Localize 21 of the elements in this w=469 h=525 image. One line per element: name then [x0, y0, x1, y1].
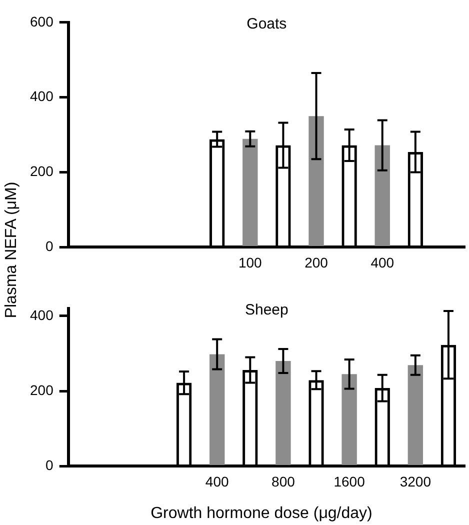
- bar: [242, 138, 258, 246]
- y-tick-label: 200: [30, 382, 54, 398]
- x-tick-label: 100: [238, 254, 262, 270]
- x-tick-label: 800: [272, 473, 296, 490]
- y-tick-label: 400: [30, 88, 54, 104]
- y-tick-label: 400: [30, 306, 54, 323]
- chart-title: Goats: [246, 16, 287, 33]
- y-tick-label: 200: [30, 163, 54, 180]
- bar: [308, 116, 324, 246]
- y-tick-label: 0: [46, 238, 54, 254]
- x-tick-label: 1600: [334, 473, 366, 490]
- y-tick-label: 0: [46, 457, 54, 474]
- y-tick-label: 600: [30, 13, 54, 30]
- x-axis-title: Growth hormone dose (μg/day): [150, 505, 374, 523]
- x-tick-label: 200: [304, 254, 328, 270]
- chart-title: Sheep: [244, 302, 288, 319]
- x-tick-label: 400: [205, 473, 229, 490]
- x-tick-label: 3200: [400, 473, 432, 490]
- bar: [374, 145, 390, 246]
- x-tick-label: 400: [370, 254, 394, 270]
- y-axis-title: Plasma NEFA (μM): [3, 182, 21, 318]
